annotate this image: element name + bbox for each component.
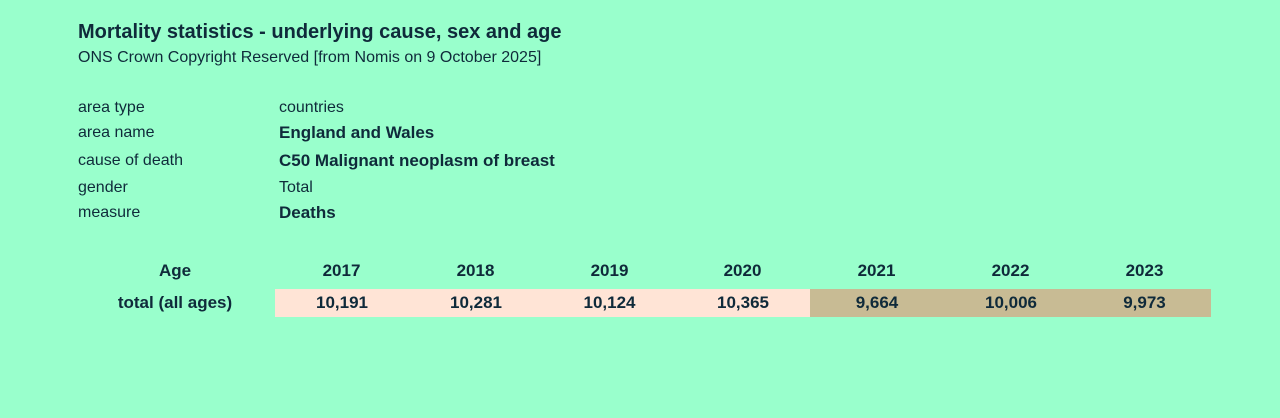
- table-header-year: 2022: [991, 261, 1030, 280]
- table-cell: 9,973: [1078, 289, 1211, 317]
- table-cell: 10,124: [543, 289, 676, 317]
- table-header-year: 2020: [723, 261, 762, 280]
- page-title: Mortality statistics - underlying cause,…: [78, 21, 562, 43]
- table-header-year: 2017: [322, 261, 361, 280]
- table-header-year: 2019: [590, 261, 629, 280]
- meta-value-area-name: England and Wales: [279, 123, 435, 142]
- page-subtitle: ONS Crown Copyright Reserved [from Nomis…: [78, 49, 542, 66]
- meta-value-area-type: countries: [279, 99, 344, 116]
- meta-label-area-name: area name: [78, 124, 155, 141]
- meta-value-cause-of-death: C50 Malignant neoplasm of breast: [279, 151, 555, 170]
- table-header-year: 2023: [1125, 261, 1164, 280]
- meta-label-area-type: area type: [78, 99, 145, 116]
- table-row-label: total (all ages): [117, 293, 233, 312]
- table-cell: 9,664: [810, 289, 944, 317]
- table-cell: 10,281: [409, 289, 543, 317]
- table-header-year: 2018: [456, 261, 495, 280]
- meta-label-gender: gender: [78, 179, 128, 196]
- table-header-year: 2021: [857, 261, 896, 280]
- meta-label-measure: measure: [78, 204, 141, 221]
- meta-value-measure: Deaths: [279, 203, 336, 222]
- table-cell: 10,006: [944, 289, 1078, 317]
- table-cell: 10,365: [676, 289, 810, 317]
- meta-value-gender: Total: [279, 179, 313, 196]
- table-row-header: Age: [158, 261, 192, 280]
- table-cell: 10,191: [275, 289, 409, 317]
- meta-label-cause-of-death: cause of death: [78, 152, 183, 169]
